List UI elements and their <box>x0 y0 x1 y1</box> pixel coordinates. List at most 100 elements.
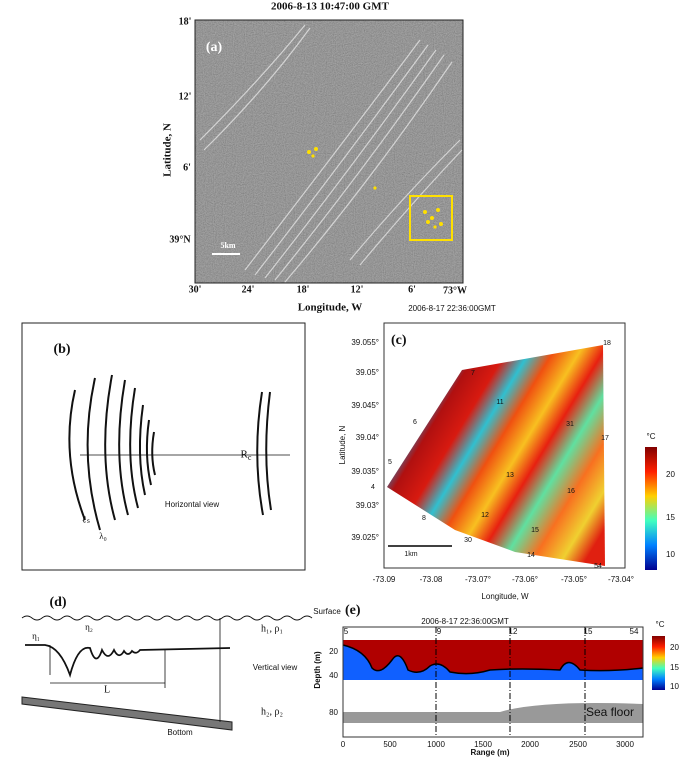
eta1-label: η₁ <box>32 631 40 641</box>
x-tick-label: -73.04° <box>608 575 634 584</box>
x-tick-label: 1500 <box>474 740 492 749</box>
upper-layer-label: h₁, ρ₁ <box>261 623 283 634</box>
interface <box>342 644 644 675</box>
x-tick-label: 1000 <box>427 740 445 749</box>
colorbar <box>645 447 657 570</box>
y-tick-label: 39.025° <box>351 533 379 542</box>
station-label: 4 <box>371 484 375 491</box>
colorbar-tick-label: 20 <box>666 470 675 479</box>
sea-floor <box>343 703 643 723</box>
station-label: 14 <box>527 552 535 559</box>
x-axis-label: Longitude, W <box>298 302 363 314</box>
station-label: 11 <box>496 399 503 406</box>
colorbar-tick-label: 20 <box>670 643 679 652</box>
colorbar-unit: °C <box>656 620 665 629</box>
x-tick-label: 6' <box>408 284 416 295</box>
station-label: 18 <box>603 340 611 347</box>
panel-e-frame <box>342 626 644 738</box>
scale-label: 1km <box>404 551 417 558</box>
title: 2006-8-17 22:36:00GMT <box>408 304 496 313</box>
y-tick-label: 39.05° <box>356 368 379 377</box>
station-label: 54 <box>594 563 602 570</box>
y-tick-label: 39.03° <box>356 501 379 510</box>
colorbar-tick-label: 15 <box>666 513 675 522</box>
x-axis-label: Longitude, W <box>481 592 529 601</box>
cold-layer <box>343 645 643 680</box>
lower-layer-label: h₂, ρ₂ <box>261 706 283 717</box>
crests-horizontal <box>68 374 272 531</box>
x-tick-label: 0 <box>341 740 346 749</box>
y-tick-label: 39.055° <box>351 338 379 347</box>
station-label: 15 <box>584 627 593 636</box>
colorbar-tick-label: 15 <box>670 663 679 672</box>
station-label: 13 <box>506 472 514 479</box>
y-tick-label: 39.035° <box>351 467 379 476</box>
x-tick-label: 18' <box>297 284 310 295</box>
view-label: Horizontal view <box>165 500 219 509</box>
colorbar-tick-label: 10 <box>670 682 679 691</box>
station-label: 9 <box>437 627 442 636</box>
bottom-slope <box>21 696 233 731</box>
station-label: 12 <box>509 627 518 636</box>
surface-label: Surface <box>313 607 341 616</box>
x-tick-label: 12' <box>351 284 364 295</box>
station-label: 31 <box>566 421 574 428</box>
station-label: 5 <box>344 627 349 636</box>
panel-label: (e) <box>345 603 361 618</box>
y-tick-label: 39°N <box>169 234 191 245</box>
y-tick-label: 20 <box>329 647 338 656</box>
eta2-label: η₂ <box>85 622 93 632</box>
panel-label: (c) <box>391 333 407 348</box>
title: 2006-8-13 10:47:00 GMT <box>271 1 390 13</box>
y-axis-label: Latitude, N <box>338 425 347 464</box>
sea-floor-label: Sea floor <box>586 705 634 719</box>
lambda-label: λ₀ <box>99 531 107 541</box>
x-tick-label: 73°W <box>443 285 467 296</box>
station-label: 17 <box>601 435 609 442</box>
station-label: 12 <box>481 512 489 519</box>
station-label: 8 <box>422 515 426 522</box>
surface-line <box>21 615 313 621</box>
frame <box>194 19 464 284</box>
panel-label: (a) <box>206 40 223 55</box>
y-axis-label: Depth (m) <box>313 651 322 689</box>
y-axis-label: Latitude, N <box>162 123 174 177</box>
x-axis-label: Range (m) <box>470 748 509 757</box>
length-label: L <box>104 684 110 695</box>
x-tick-label: -73.09 <box>373 575 396 584</box>
radius-subscript: c <box>248 453 252 462</box>
station-label: 54 <box>630 627 639 636</box>
x-tick-label: 24' <box>242 284 255 295</box>
x-tick-label: -73.08 <box>420 575 443 584</box>
colorbar-unit: °C <box>647 432 656 441</box>
station-label: 30 <box>464 537 472 544</box>
x-tick-label: -73.06° <box>512 575 538 584</box>
x-tick-label: -73.05° <box>561 575 587 584</box>
y-tick-label: 6' <box>183 162 191 173</box>
x-tick-label: 30' <box>189 284 202 295</box>
y-tick-label: 39.045° <box>351 401 379 410</box>
x-tick-label: 2000 <box>521 740 539 749</box>
y-tick-label: 12' <box>179 91 192 102</box>
x-tick-label: 3000 <box>616 740 634 749</box>
station-label: 16 <box>567 488 575 495</box>
y-tick-label: 39.04° <box>356 433 379 442</box>
x-tick-label: -73.07° <box>465 575 491 584</box>
y-tick-label: 40 <box>329 671 338 680</box>
station-label: 15 <box>531 527 539 534</box>
dimension-lines <box>49 618 221 722</box>
radius-label: Rc <box>241 449 252 462</box>
panel-b-frame <box>21 322 306 571</box>
x-tick-label: 2500 <box>569 740 587 749</box>
title: 2006-8-17 22:36:00GMT <box>421 617 509 626</box>
station-label: 7 <box>471 370 475 377</box>
station-lines <box>435 627 586 737</box>
temperature-map <box>387 345 605 566</box>
panel-label: (b) <box>53 342 70 357</box>
highlight-box <box>409 195 453 241</box>
panel-label: (d) <box>49 595 66 610</box>
ls-label: ℓₛ <box>82 514 91 525</box>
station-label: 6 <box>413 419 417 426</box>
colorbar <box>652 636 665 690</box>
